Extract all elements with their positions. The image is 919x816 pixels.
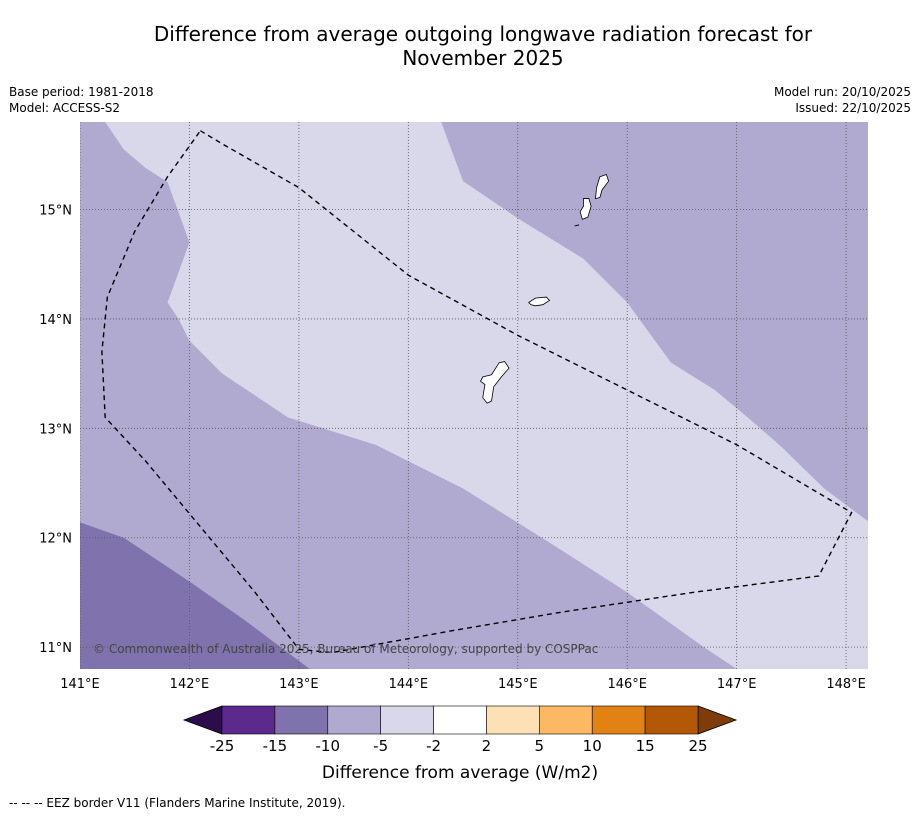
copyright-notice: © Commonwealth of Australia 2025, Bureau… bbox=[93, 642, 598, 656]
colorbar-segment bbox=[486, 705, 540, 735]
y-tick-label: 15°N bbox=[39, 204, 72, 219]
colorbar-tick-label: -10 bbox=[316, 737, 341, 755]
colorbar-segment bbox=[644, 705, 699, 735]
colorbar-tick-label: -5 bbox=[373, 737, 388, 755]
chart-title: Difference from average outgoing longwav… bbox=[0, 22, 919, 70]
x-tick-label: 142°E bbox=[170, 677, 210, 692]
colorbar-segment bbox=[591, 705, 646, 735]
x-tick-label: 144°E bbox=[389, 677, 429, 692]
colorbar-tick-label: 25 bbox=[688, 737, 707, 755]
islet-aguijan bbox=[574, 224, 580, 227]
issued-date: Issued: 22/10/2025 bbox=[795, 101, 911, 115]
colorbar-tick-label: -25 bbox=[210, 737, 235, 755]
title-line-2: November 2025 bbox=[402, 46, 564, 70]
title-line-1: Difference from average outgoing longwav… bbox=[153, 22, 813, 46]
x-tick-label: 146°E bbox=[607, 677, 647, 692]
island-saipan bbox=[595, 174, 610, 200]
colorbar-segment bbox=[274, 705, 329, 735]
eez-footnote: -- -- -- EEZ border V11 (Flanders Marine… bbox=[9, 796, 346, 810]
model-run: Model run: 20/10/2025 bbox=[773, 85, 911, 99]
meta-right: Model run: 20/10/2025 Issued: 22/10/2025 bbox=[774, 84, 911, 116]
y-tick-label: 14°N bbox=[39, 313, 72, 328]
model-name: Model: ACCESS-S2 bbox=[9, 101, 121, 115]
colorbar-segment bbox=[539, 705, 593, 735]
colorbar-segment bbox=[380, 705, 434, 735]
colorbar-segment bbox=[433, 705, 487, 735]
island-rota bbox=[528, 296, 551, 307]
colorbar-extend-low bbox=[182, 705, 223, 735]
colorbar-segment bbox=[327, 705, 381, 735]
region-minus15-minus10 bbox=[80, 522, 310, 669]
x-tick-label: 141°E bbox=[60, 677, 100, 692]
x-tick-label: 145°E bbox=[498, 677, 538, 692]
colorbar-tick-label: -2 bbox=[426, 737, 441, 755]
meta-left: Base period: 1981-2018 Model: ACCESS-S2 bbox=[9, 84, 154, 116]
island-guam bbox=[480, 361, 510, 404]
colorbar-tick-label: 2 bbox=[482, 737, 492, 755]
x-tick-label: 143°E bbox=[279, 677, 319, 692]
x-tick-label: 148°E bbox=[826, 677, 866, 692]
colorbar-tick-label: 15 bbox=[636, 737, 655, 755]
colorbar-label: Difference from average (W/m2) bbox=[322, 763, 598, 783]
colorbar-tick-label: -15 bbox=[263, 737, 288, 755]
colorbar-tick-label: 10 bbox=[583, 737, 602, 755]
y-tick-label: 12°N bbox=[39, 532, 72, 547]
y-tick-label: 13°N bbox=[39, 422, 72, 437]
eez-border bbox=[101, 129, 853, 654]
colorbar-tick-label: 5 bbox=[535, 737, 545, 755]
colorbar-segment bbox=[221, 705, 276, 735]
colorbar-extend-high bbox=[697, 705, 738, 735]
base-period: Base period: 1981-2018 bbox=[9, 85, 154, 99]
y-tick-label: 11°N bbox=[39, 641, 72, 656]
x-tick-label: 147°E bbox=[717, 677, 757, 692]
island-tinian bbox=[579, 198, 592, 220]
